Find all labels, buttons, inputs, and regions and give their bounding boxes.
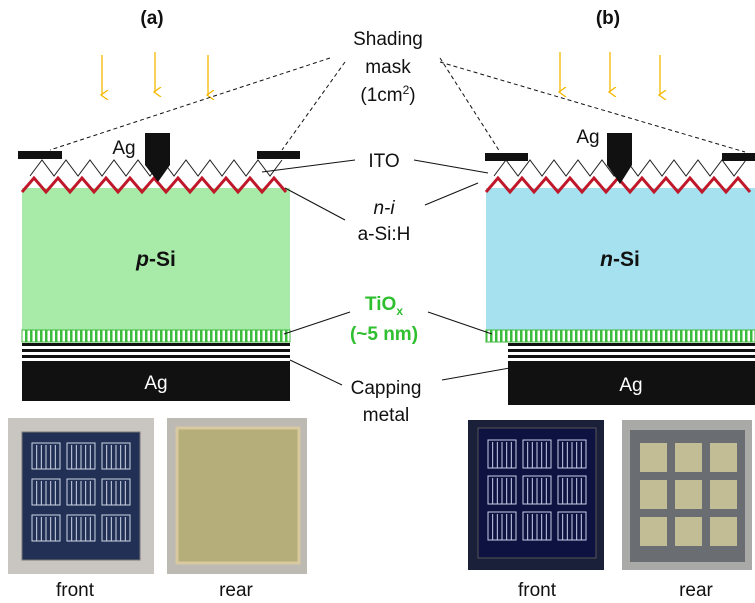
photo-caption: rear: [679, 580, 713, 601]
tiox-label: TiOx: [365, 294, 403, 318]
rear-pad: [710, 480, 737, 509]
panel-label: (a): [140, 8, 163, 29]
photo-front-a: [8, 418, 154, 574]
area-label: (1cm2): [360, 83, 415, 106]
shading-label: Shading: [353, 29, 423, 50]
rear-pad: [675, 443, 702, 472]
rear-pad: [640, 517, 667, 546]
photo-rear-b: [622, 420, 752, 570]
ag-finger: [607, 133, 632, 184]
rear-pad: [675, 480, 702, 509]
ito-label: ITO: [368, 151, 399, 172]
substrate-label: n-Si: [600, 248, 640, 271]
tiox-layer: [22, 330, 290, 342]
photo-front-b: [468, 420, 604, 570]
photo-caption: front: [518, 580, 557, 601]
tiox-layer: [486, 330, 755, 342]
capping-metal: [22, 343, 755, 358]
ag-label: Ag: [576, 127, 599, 148]
rear-pad: [640, 480, 667, 509]
diagram: (a) (b) Ag Ag p-Si n-Si Ag Ag Shading ma…: [0, 0, 755, 603]
asih-label: a-Si:H: [358, 224, 411, 245]
rear-pad: [640, 443, 667, 472]
capping-label: Capping: [351, 378, 422, 399]
ag-label: Ag: [112, 138, 135, 159]
photo-caption: front: [56, 580, 95, 601]
layer-leaders: [262, 160, 510, 385]
rear-pad: [710, 443, 737, 472]
rear-pad: [675, 517, 702, 546]
capping-label: metal: [363, 405, 409, 426]
ag-label: Ag: [144, 373, 167, 394]
panel-label: (b): [596, 8, 620, 29]
photo-rear-a: [167, 418, 307, 574]
shading-label: mask: [365, 57, 411, 78]
rear-pad: [710, 517, 737, 546]
photo-caption: rear: [219, 580, 253, 601]
ni-label: n-i: [373, 198, 395, 219]
substrate-label: p-Si: [135, 248, 176, 271]
ag-label: Ag: [619, 375, 642, 396]
thickness-label: (~5 nm): [350, 324, 418, 345]
